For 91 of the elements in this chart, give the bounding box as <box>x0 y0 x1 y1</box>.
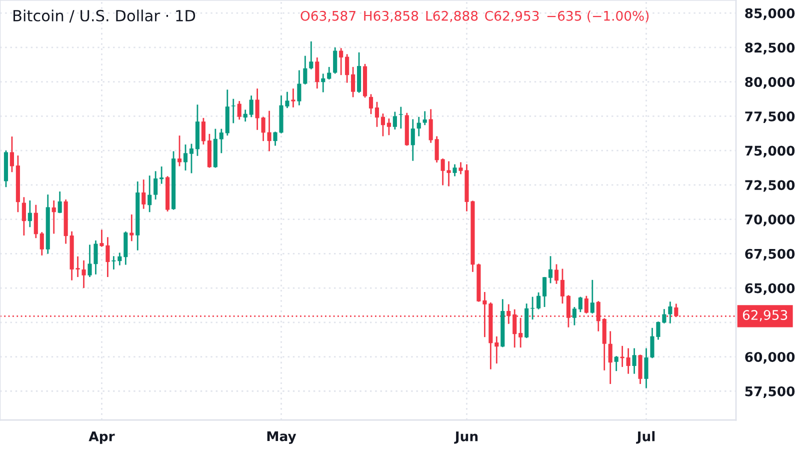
candlestick <box>315 56 320 90</box>
candlestick <box>452 164 457 177</box>
candlestick <box>273 131 278 146</box>
candlestick <box>231 98 236 124</box>
candlestick <box>249 94 254 118</box>
candlestick <box>267 110 272 152</box>
annotation: O63,587 <box>300 10 356 22</box>
y-tick-label: 77,500 <box>745 111 795 124</box>
candlestick <box>177 134 182 167</box>
text: Bitcoin / U.S. Dollar · 1D <box>14 10 196 23</box>
candlestick <box>142 178 146 210</box>
y-tick-label: 65,000 <box>745 283 795 295</box>
candlestick <box>608 330 612 385</box>
y-tick-label: 85,000 <box>745 8 795 20</box>
candlestick <box>130 214 134 242</box>
annotation: C62,953 <box>485 10 539 22</box>
candlestick <box>10 136 14 173</box>
candlestick <box>58 190 62 214</box>
candlestick <box>572 306 576 326</box>
candlestick <box>351 66 356 98</box>
candlestick <box>339 47 344 76</box>
candlestick <box>416 116 421 137</box>
candlestick <box>584 295 588 314</box>
x-tick-label: May <box>267 431 296 444</box>
candlestick <box>374 101 380 128</box>
candlestick <box>291 88 296 108</box>
candlestick <box>626 348 630 374</box>
candlestick <box>560 268 565 304</box>
candlestick <box>237 100 242 120</box>
candlestick <box>321 72 326 93</box>
candlestick <box>644 348 648 389</box>
candlestick <box>243 109 248 122</box>
candlestick <box>148 174 152 213</box>
candlestick <box>422 110 427 126</box>
candlestick <box>632 348 636 374</box>
candlestick <box>410 118 415 162</box>
annotation: H63,858 <box>364 10 418 22</box>
candlestick <box>434 136 439 164</box>
candlestick <box>428 108 433 144</box>
candlestick <box>28 200 32 228</box>
candlestick <box>386 118 391 136</box>
candlestick <box>668 300 672 324</box>
y-tick-label: 72,500 <box>745 180 795 192</box>
candlestick <box>614 355 618 372</box>
candlestick <box>34 204 38 239</box>
candlestick <box>76 256 80 278</box>
candlestick <box>255 88 260 131</box>
y-tick-label: 70,000 <box>745 214 795 226</box>
candlestick <box>219 128 224 154</box>
candlestick <box>542 276 547 308</box>
annotation: L62,888 <box>426 10 478 22</box>
candlestick <box>662 308 666 324</box>
x-tick-label: Apr <box>88 432 115 444</box>
candlestick <box>82 260 86 289</box>
candlestick <box>392 111 397 130</box>
x-tick-label: Jul <box>636 431 655 444</box>
y-tick-label: 82,500 <box>745 42 795 54</box>
candlestick <box>494 336 499 364</box>
candlestick <box>40 231 44 256</box>
candlestick <box>183 144 188 172</box>
candlestick <box>638 354 642 385</box>
candlestick <box>118 252 122 266</box>
candlestick <box>297 70 302 106</box>
candlestick <box>368 93 374 115</box>
candlestick <box>398 106 403 130</box>
candlestick <box>578 296 582 313</box>
candlestick <box>536 292 541 310</box>
candlestick <box>154 170 158 200</box>
y-tick-label: 75,000 <box>745 146 795 158</box>
x-tick-label: Jun <box>454 432 478 444</box>
candlestick <box>554 264 559 285</box>
candlestick <box>380 112 385 137</box>
ref-line-label: 62,953 <box>742 310 788 322</box>
candlestick <box>201 117 206 146</box>
candlestick <box>189 143 194 174</box>
y-tick-label: 60,000 <box>745 352 795 364</box>
candlestick <box>548 255 553 284</box>
candlestick <box>345 53 350 84</box>
y-tick-label: 80,000 <box>745 77 795 89</box>
candlestick <box>52 200 56 234</box>
candlestick <box>309 40 314 70</box>
candlestick <box>261 116 266 142</box>
candlestick <box>112 255 116 270</box>
candlestick <box>590 279 594 314</box>
candlestick <box>333 46 338 74</box>
y-tick-label: 67,500 <box>745 248 795 261</box>
candlestick <box>22 196 26 236</box>
annotation: −635 (−1.00%) <box>547 10 649 22</box>
candlestick <box>303 55 308 86</box>
candlestick <box>327 66 332 80</box>
y-tick-label: 57,500 <box>745 386 795 398</box>
